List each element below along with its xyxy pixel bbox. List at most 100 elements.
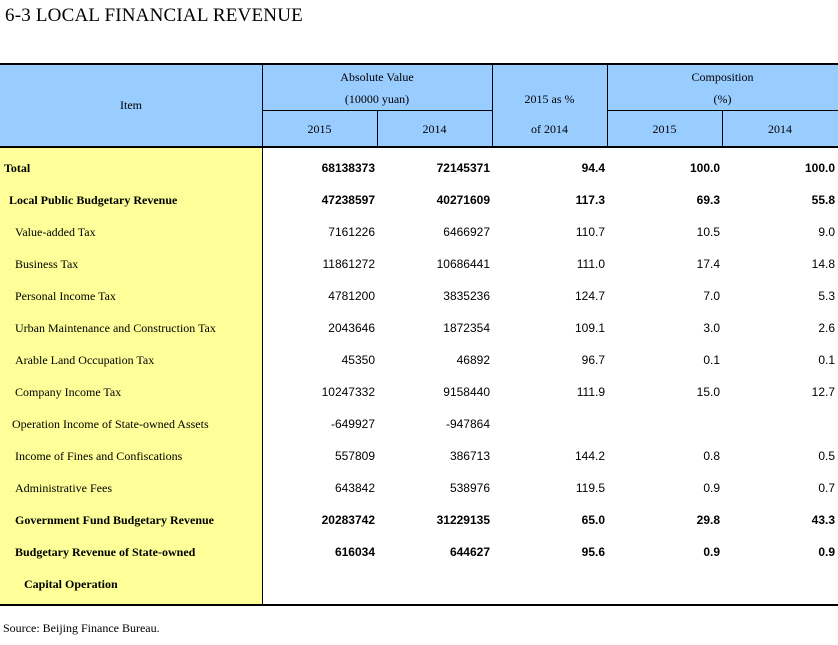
value-2015: 557809 (334, 449, 375, 463)
row-label: Local Public Budgetary Revenue (9, 193, 178, 207)
value-2015: 11861272 (322, 257, 376, 271)
composition-2014: 43.3 (811, 513, 835, 527)
value-2015: 68138373 (321, 161, 375, 175)
row-label: Personal Income Tax (15, 289, 116, 303)
source-note: Source: Beijing Finance Bureau. (3, 621, 160, 635)
table-row: Business Tax 11861272 10686441 111.0 17.… (0, 248, 838, 280)
value-2014: 72145371 (436, 161, 490, 175)
ratio-value: 95.6 (581, 545, 605, 559)
value-2015: 643842 (334, 481, 375, 495)
table-row: Capital Operation (0, 568, 838, 600)
composition-2015: 100.0 (689, 161, 720, 175)
table-header: Item Absolute Value (10000 yuan) 2015 20… (0, 65, 838, 146)
header-group-rule (607, 110, 838, 111)
table-row: Operation Income of State-owned Assets -… (0, 408, 838, 440)
composition-2014: 0.7 (818, 481, 835, 495)
header-divider (377, 110, 378, 146)
value-2014: 3835236 (443, 289, 490, 303)
composition-2015: 0.9 (703, 545, 720, 559)
value-2015: 45350 (341, 353, 375, 367)
composition-2015: 17.4 (696, 257, 720, 271)
table-row: Budgetary Revenue of State-owned 616034 … (0, 536, 838, 568)
row-label: Urban Maintenance and Construction Tax (15, 321, 216, 335)
value-2014: 386713 (449, 449, 490, 463)
item-column-border (262, 148, 263, 604)
value-2015: 20283742 (321, 513, 375, 527)
composition-2015: 15.0 (696, 385, 720, 399)
header-composition: Composition (691, 70, 754, 84)
table-row: Income of Fines and Confiscations 557809… (0, 440, 838, 472)
table-bottom-rule (0, 604, 838, 606)
value-2015: 10247332 (321, 385, 375, 399)
header-item: Item (120, 98, 142, 112)
composition-2015: 10.5 (696, 225, 720, 239)
header-composition-2015: 2015 (652, 122, 677, 136)
row-label: Budgetary Revenue of State-owned (15, 545, 196, 559)
value-2014: 9158440 (443, 385, 490, 399)
row-label: Administrative Fees (15, 481, 112, 495)
value-2015: 616034 (334, 545, 375, 559)
header-ratio-line1: 2015 as % (524, 92, 575, 106)
composition-2015: 0.8 (703, 449, 720, 463)
table-row: Value-added Tax 7161226 6466927 110.7 10… (0, 216, 838, 248)
table-row: Company Income Tax 10247332 9158440 111.… (0, 376, 838, 408)
row-label: Arable Land Occupation Tax (15, 353, 155, 367)
composition-2014: 0.9 (818, 545, 835, 559)
composition-2014: 0.5 (818, 449, 835, 463)
ratio-value: 96.7 (581, 353, 605, 367)
value-2014: 46892 (456, 353, 490, 367)
item-column-shade (0, 148, 262, 604)
header-absolute-value: Absolute Value (340, 70, 414, 84)
row-label: Total (4, 161, 31, 175)
row-label: Income of Fines and Confiscations (15, 449, 183, 463)
header-composition-2014: 2014 (768, 122, 792, 136)
header-divider (262, 65, 263, 146)
row-label: Business Tax (15, 257, 79, 271)
composition-2015: 0.1 (703, 353, 720, 367)
ratio-value: 124.7 (574, 289, 605, 303)
value-2014: -947864 (445, 417, 490, 431)
header-divider (722, 110, 723, 146)
composition-2015: 7.0 (703, 289, 720, 303)
header-group-rule (262, 110, 492, 111)
row-label: Operation Income of State-owned Assets (12, 417, 209, 431)
ratio-value: 111.9 (576, 385, 605, 399)
table-row: Urban Maintenance and Construction Tax 2… (0, 312, 838, 344)
header-divider (607, 65, 608, 146)
header-year-2015: 2015 (307, 122, 332, 136)
ratio-value: 144.2 (574, 449, 605, 463)
ratio-value: 94.4 (581, 161, 605, 175)
value-2014: 10686441 (436, 257, 490, 271)
header-bottom-rule (0, 146, 838, 148)
composition-2015: 29.8 (696, 513, 720, 527)
value-2014: 6466927 (443, 225, 490, 239)
row-label: Capital Operation (24, 577, 118, 591)
ratio-value: 110.7 (575, 225, 605, 239)
ratio-value: 65.0 (581, 513, 605, 527)
header-ratio-line2: of 2014 (531, 122, 568, 136)
value-2014: 644627 (449, 545, 490, 559)
composition-2014: 14.8 (811, 257, 835, 271)
value-2015: 2043646 (328, 321, 375, 335)
table-row: Total 68138373 72145371 94.4 100.0 100.0 (0, 152, 838, 184)
table-row: Local Public Budgetary Revenue 47238597 … (0, 184, 838, 216)
composition-2014: 9.0 (818, 225, 835, 239)
composition-2015: 69.3 (696, 193, 720, 207)
ratio-value: 117.3 (575, 193, 605, 207)
row-label: Company Income Tax (15, 385, 122, 399)
ratio-value: 111.0 (576, 257, 605, 271)
composition-2014: 2.6 (818, 321, 835, 335)
table-row: Personal Income Tax 4781200 3835236 124.… (0, 280, 838, 312)
value-2014: 1872354 (443, 321, 490, 335)
table-row: Administrative Fees 643842 538976 119.5 … (0, 472, 838, 504)
row-label: Value-added Tax (15, 225, 96, 239)
composition-2015: 0.9 (703, 481, 720, 495)
table-row: Government Fund Budgetary Revenue 202837… (0, 504, 838, 536)
header-divider (492, 65, 493, 146)
value-2014: 31229135 (436, 513, 490, 527)
value-2014: 40271609 (436, 193, 490, 207)
table-row: Arable Land Occupation Tax 45350 46892 9… (0, 344, 838, 376)
table-top-rule (0, 63, 838, 65)
composition-2015: 3.0 (703, 321, 720, 335)
ratio-value: 119.5 (575, 481, 605, 495)
